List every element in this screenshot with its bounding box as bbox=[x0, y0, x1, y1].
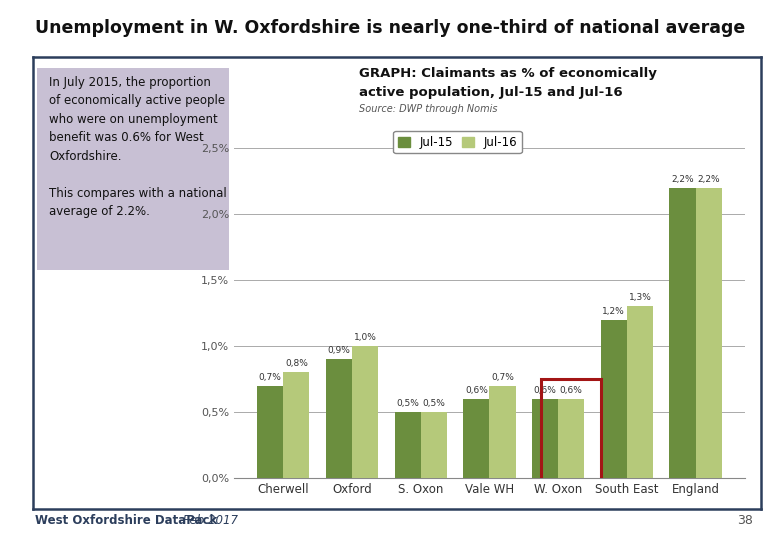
Text: active population, Jul-15 and Jul-16: active population, Jul-15 and Jul-16 bbox=[359, 86, 622, 99]
Text: 0,6%: 0,6% bbox=[465, 386, 488, 395]
Bar bbox=[541, 379, 601, 481]
Text: 1,2%: 1,2% bbox=[602, 307, 626, 315]
Text: 0,9%: 0,9% bbox=[328, 346, 350, 355]
Bar bbox=[490, 386, 516, 478]
Text: 1,0%: 1,0% bbox=[353, 333, 377, 342]
Bar bbox=[283, 372, 310, 478]
Bar bbox=[696, 187, 722, 478]
Text: 38: 38 bbox=[737, 514, 753, 526]
Text: 0,7%: 0,7% bbox=[259, 373, 282, 382]
Text: 2,2%: 2,2% bbox=[672, 174, 694, 184]
Text: 0,6%: 0,6% bbox=[534, 386, 557, 395]
Text: West Oxfordshire DataPack: West Oxfordshire DataPack bbox=[35, 514, 218, 526]
Bar bbox=[352, 346, 378, 478]
Bar bbox=[532, 399, 558, 478]
Text: GRAPH: Claimants as % of economically: GRAPH: Claimants as % of economically bbox=[359, 68, 657, 80]
Bar bbox=[669, 187, 696, 478]
Text: 0,8%: 0,8% bbox=[285, 359, 308, 368]
Text: Unemployment in W. Oxfordshire is nearly one-third of national average: Unemployment in W. Oxfordshire is nearly… bbox=[35, 19, 746, 37]
Legend: Jul-15, Jul-16: Jul-15, Jul-16 bbox=[393, 131, 522, 153]
Bar bbox=[601, 320, 627, 478]
Text: Source: DWP through Nomis: Source: DWP through Nomis bbox=[359, 104, 498, 114]
Bar bbox=[463, 399, 490, 478]
Text: 0,7%: 0,7% bbox=[491, 373, 514, 382]
Text: 0,5%: 0,5% bbox=[396, 399, 419, 408]
Text: 0,6%: 0,6% bbox=[560, 386, 583, 395]
Text: 2,2%: 2,2% bbox=[697, 174, 720, 184]
Text: Feb 2017: Feb 2017 bbox=[179, 514, 239, 526]
Bar bbox=[558, 399, 584, 478]
Text: In July 2015, the proportion
of economically active people
who were on unemploym: In July 2015, the proportion of economic… bbox=[49, 76, 227, 218]
Bar bbox=[257, 386, 283, 478]
Bar bbox=[326, 359, 352, 478]
Bar bbox=[395, 412, 420, 478]
Text: 1,3%: 1,3% bbox=[629, 293, 651, 302]
Text: 0,5%: 0,5% bbox=[422, 399, 445, 408]
Bar bbox=[420, 412, 447, 478]
Bar bbox=[627, 306, 653, 478]
